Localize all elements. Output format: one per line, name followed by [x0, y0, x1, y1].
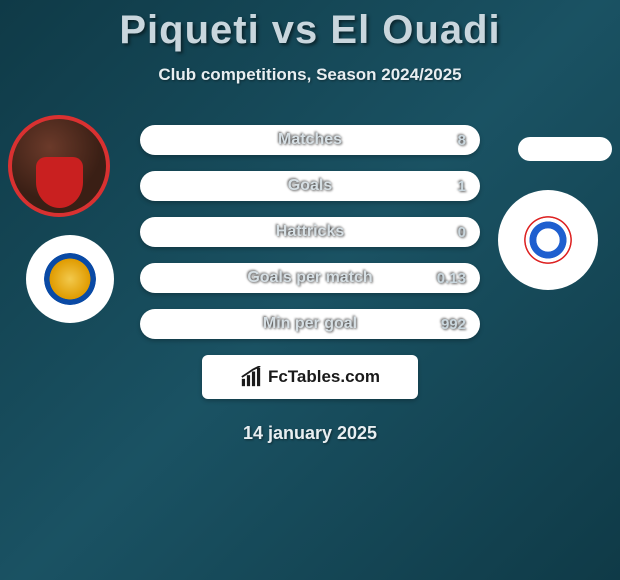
brand-box[interactable]: FcTables.com	[202, 355, 418, 399]
brand-text: FcTables.com	[268, 367, 380, 387]
header: Piqueti vs El Ouadi Club competitions, S…	[0, 0, 620, 85]
stat-row: Goals per match 0.13	[140, 263, 480, 293]
stat-label: Min per goal	[263, 315, 357, 333]
date-label: 14 january 2025	[0, 423, 620, 444]
stat-row: Matches 8	[140, 125, 480, 155]
stats-list: Matches 8 Goals 1 Hattricks 0 Goals per …	[140, 125, 480, 339]
stat-label: Matches	[278, 131, 342, 149]
stat-label: Goals	[288, 177, 332, 195]
stat-label: Goals per match	[247, 269, 372, 287]
stat-value-right: 0.13	[437, 270, 466, 287]
player-right-avatar	[518, 137, 612, 161]
stat-row: Min per goal 992	[140, 309, 480, 339]
club-left-badge	[26, 235, 114, 323]
stat-row: Hattricks 0	[140, 217, 480, 247]
content-area: Matches 8 Goals 1 Hattricks 0 Goals per …	[0, 125, 620, 444]
stat-value-right: 0	[458, 224, 466, 241]
bar-chart-icon	[240, 366, 262, 388]
stat-value-right: 8	[458, 132, 466, 149]
page-subtitle: Club competitions, Season 2024/2025	[0, 65, 620, 85]
club-right-badge	[498, 190, 598, 290]
player-left-avatar	[8, 115, 110, 217]
stat-label: Hattricks	[276, 223, 344, 241]
stat-value-right: 992	[441, 316, 466, 333]
page-title: Piqueti vs El Ouadi	[0, 8, 620, 53]
stat-row: Goals 1	[140, 171, 480, 201]
stat-value-right: 1	[458, 178, 466, 195]
